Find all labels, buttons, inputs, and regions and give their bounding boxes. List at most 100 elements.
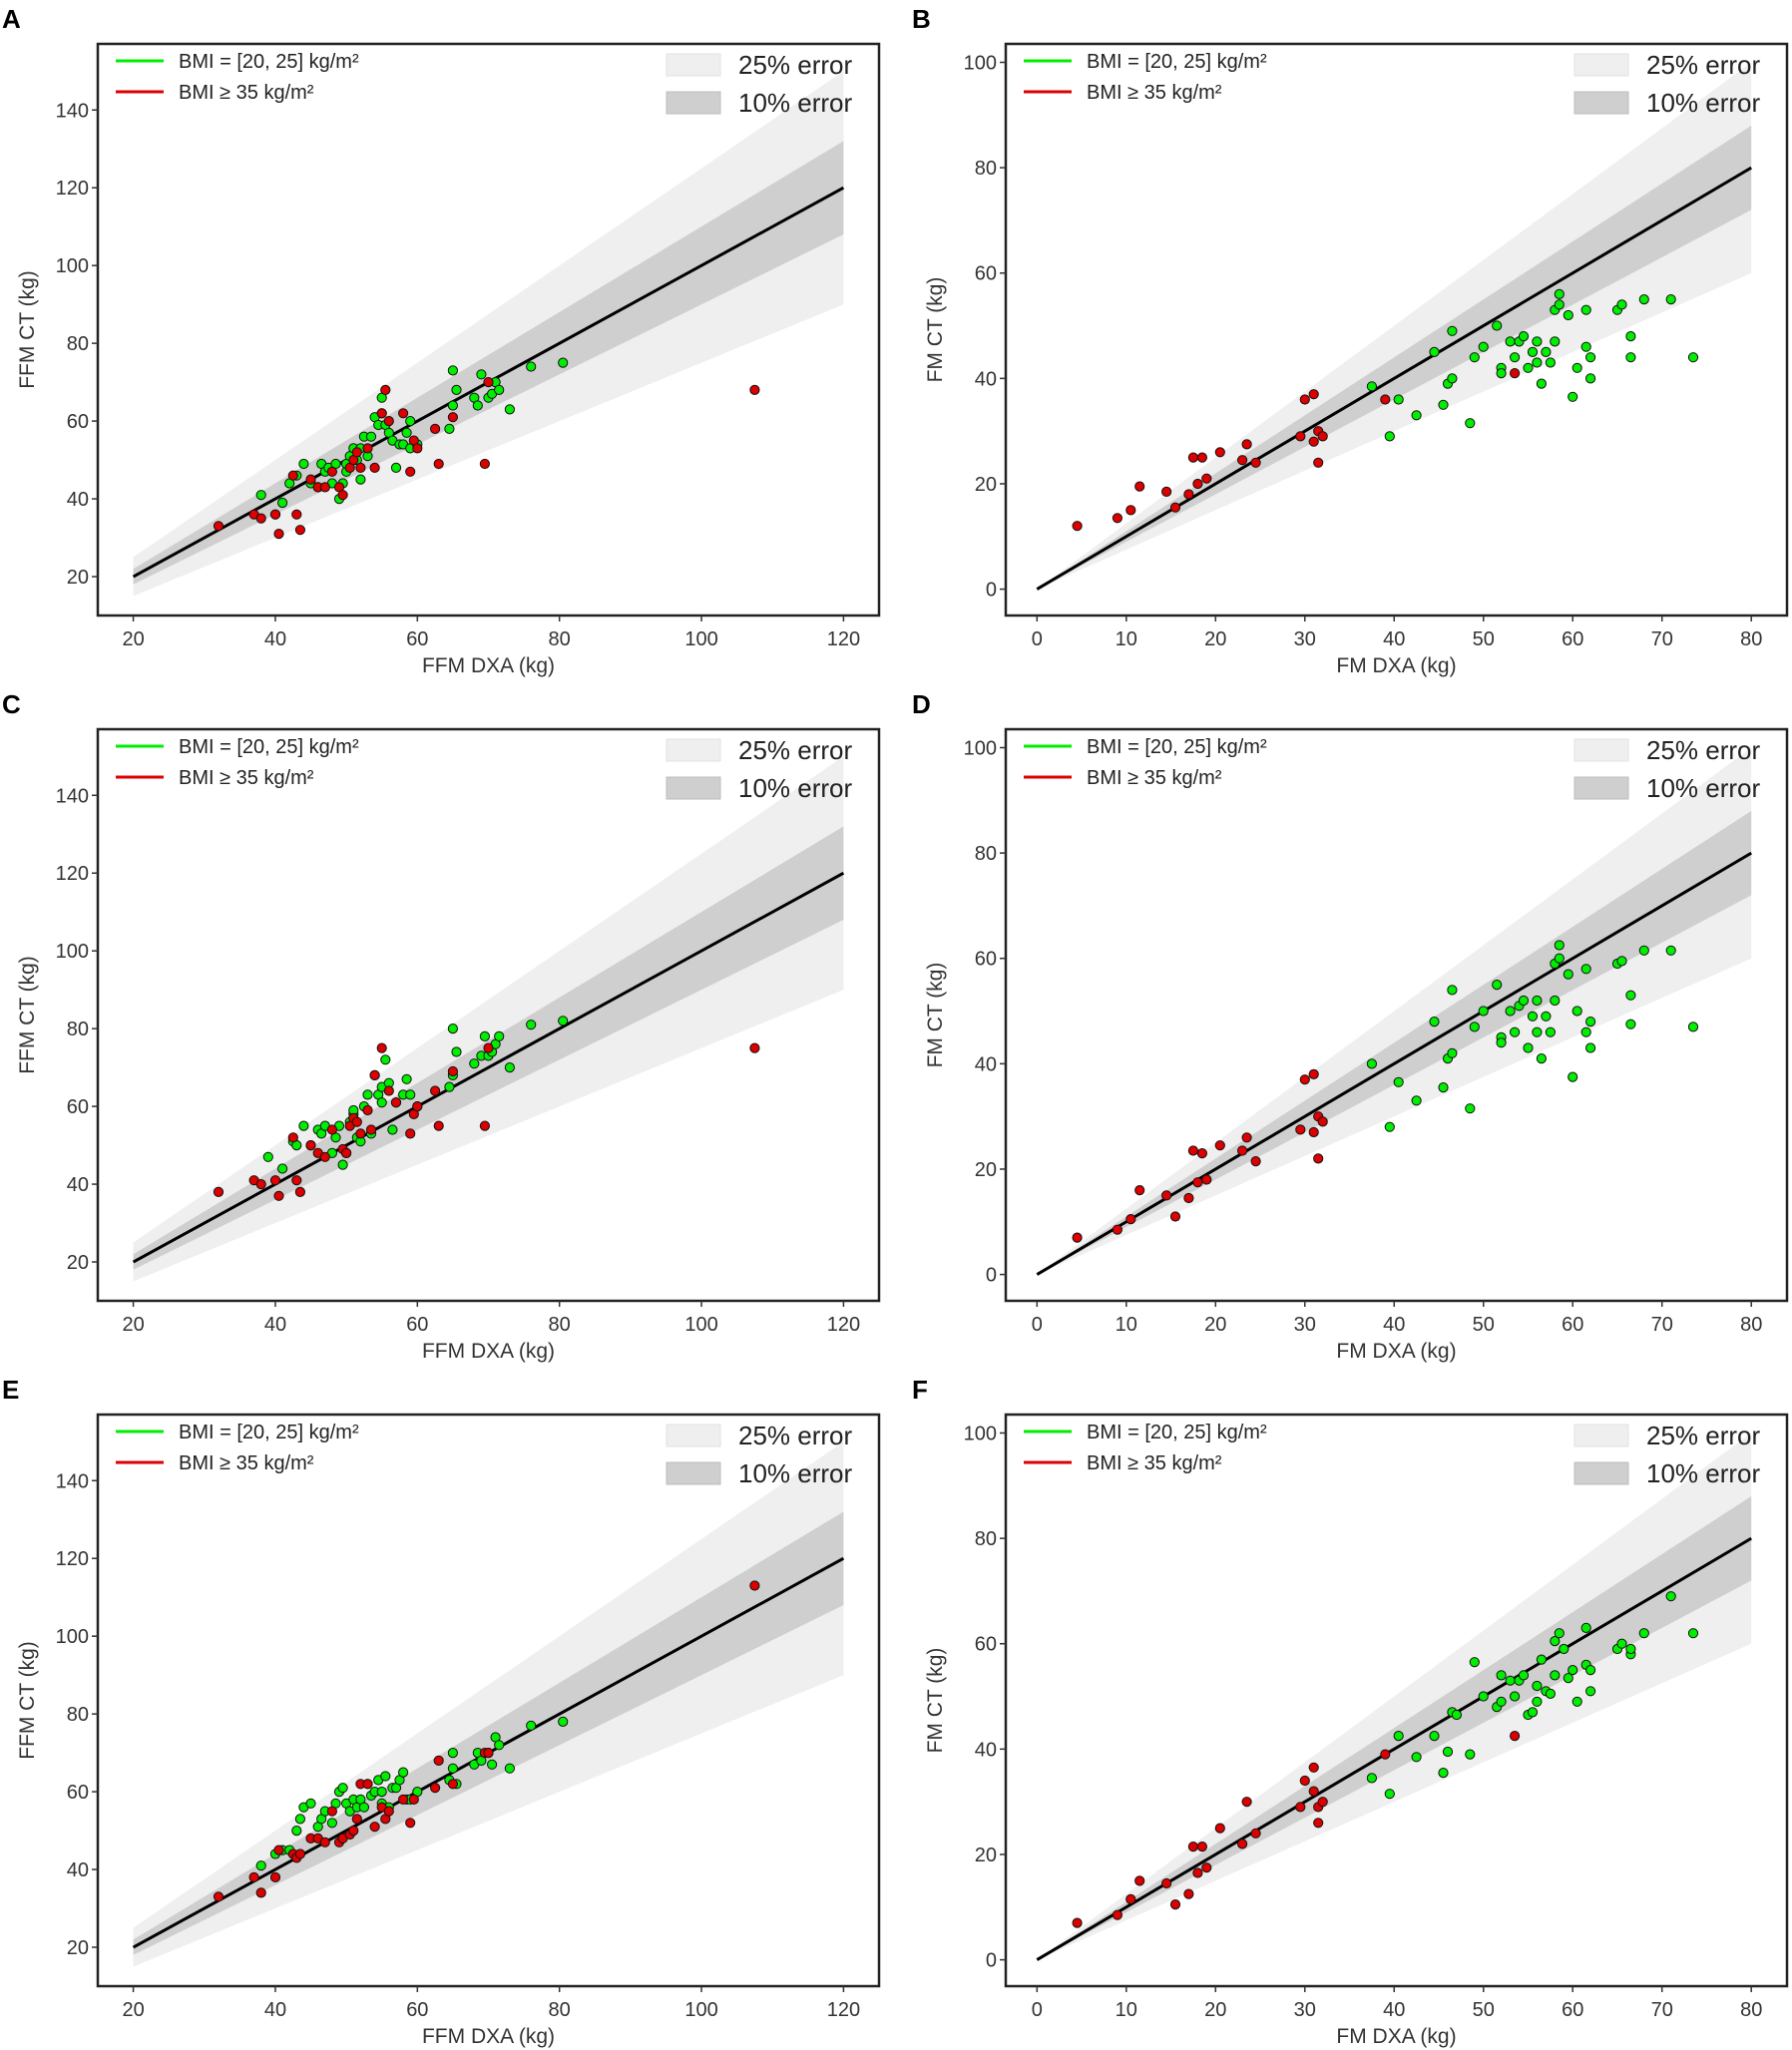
x-tick-label: 0 (1032, 1999, 1043, 2021)
data-point-green (504, 1062, 515, 1073)
data-point-red (255, 1179, 266, 1190)
data-point-red (362, 1104, 373, 1116)
data-point-red (1125, 1214, 1136, 1225)
data-point-red (1112, 1224, 1123, 1235)
data-point-red (433, 458, 444, 470)
data-point-red (483, 377, 494, 388)
data-point-red (319, 1151, 330, 1162)
data-point-green (1554, 288, 1565, 299)
plot-area (1036, 1433, 1752, 1961)
data-point-green (1518, 1670, 1530, 1681)
data-point-green (1638, 1628, 1649, 1639)
x-tick-label: 100 (684, 628, 717, 650)
data-point-green (1366, 381, 1378, 392)
y-axis-label: FM CT (kg) (924, 1648, 947, 1754)
data-point-green (1505, 1006, 1516, 1017)
data-point-red (1072, 1232, 1083, 1243)
data-point-green (1478, 1006, 1489, 1017)
plot-frame (1004, 1413, 1789, 1988)
data-point-red (1183, 1192, 1194, 1204)
data-point-red (405, 1818, 416, 1829)
data-point-red (1510, 1731, 1521, 1742)
data-point-green (504, 404, 515, 415)
x-tick-label: 20 (1204, 628, 1226, 650)
data-point-red (365, 1124, 377, 1135)
data-point-red (287, 470, 298, 481)
legend-band10-label: 10% error (738, 88, 852, 118)
data-point-red (433, 1120, 444, 1131)
data-point-green (1625, 1643, 1636, 1655)
data-point-green (451, 384, 462, 395)
plot-area (132, 1441, 845, 1967)
data-point-green (504, 1763, 515, 1774)
data-point-green (1393, 394, 1404, 405)
data-point-red (1237, 1839, 1248, 1849)
x-tick-label: 60 (406, 628, 428, 650)
data-point-red (1214, 1140, 1225, 1151)
data-point-red (447, 412, 458, 423)
data-point-red (248, 1871, 259, 1883)
data-point-green (1550, 336, 1561, 347)
chart-panel-e: E 20 40 60 80 100 120 20 40 60 80 100 120 140 FFM DXA … (2, 1375, 881, 2048)
y-tick-label: 140 (56, 100, 89, 122)
legend-green-label: BMI = [20, 25] kg/m² (179, 736, 359, 758)
x-tick-label: 10 (1116, 1999, 1137, 2021)
x-tick-label: 80 (1740, 1999, 1762, 2021)
data-point-red (1308, 436, 1319, 447)
data-point-green (380, 1054, 391, 1065)
data-point-green (291, 1826, 302, 1837)
data-point-red (213, 1891, 224, 1902)
data-point-green (1554, 953, 1565, 964)
x-tick-label: 0 (1032, 1314, 1043, 1336)
data-point-green (1550, 1636, 1561, 1647)
data-point-red (351, 1116, 362, 1127)
data-point-green (479, 1030, 490, 1042)
x-tick-label: 50 (1473, 628, 1495, 650)
y-tick-label: 80 (975, 843, 997, 865)
chart-panel-a: A 20 40 60 80 100 120 20 40 60 80 100 120 140 FFM DXA … (2, 4, 881, 677)
data-point-green (1510, 352, 1521, 363)
data-point-red (1072, 521, 1083, 532)
legend: BMI = [20, 25] kg/m² BMI ≥ 35 kg/m² 25% er… (116, 735, 852, 803)
y-tick-label: 60 (975, 949, 997, 971)
data-point-green (405, 416, 416, 427)
data-point-red (376, 1042, 387, 1053)
legend-green-label: BMI = [20, 25] kg/m² (1087, 1422, 1267, 1443)
data-point-green (1478, 341, 1489, 352)
x-axis-label: FFM DXA (kg) (422, 1340, 555, 1363)
data-point-red (1308, 1068, 1319, 1080)
data-point-green (1429, 346, 1440, 357)
data-point-green (1442, 1746, 1454, 1758)
data-point-red (1299, 394, 1310, 405)
data-point-red (1169, 1211, 1181, 1222)
plot-area (132, 756, 845, 1282)
legend-band25-swatch (1573, 1424, 1629, 1447)
data-point-red (287, 1132, 298, 1143)
data-point-green (1571, 1696, 1582, 1707)
y-tick-label: 60 (67, 1782, 89, 1804)
identity-line (1036, 1536, 1752, 1961)
identity-line (1036, 851, 1752, 1276)
x-tick-label: 60 (406, 1999, 428, 2021)
y-tick-label: 120 (56, 863, 89, 885)
data-point-green (1550, 1670, 1561, 1681)
data-point-green (444, 1081, 455, 1092)
data-point-green (387, 1124, 398, 1135)
x-tick-label: 60 (1562, 1314, 1583, 1336)
data-point-red (390, 1097, 402, 1108)
data-point-red (348, 1826, 359, 1837)
data-point-green (1496, 1696, 1507, 1707)
x-axis-label: FM DXA (kg) (1336, 2025, 1456, 2048)
legend-red-label: BMI ≥ 35 kg/m² (179, 767, 314, 789)
data-point-red (355, 462, 366, 473)
data-point-red (1214, 1823, 1225, 1834)
data-point-red (1241, 1797, 1252, 1808)
data-point-green (326, 1818, 337, 1829)
identity-line (1036, 166, 1752, 591)
legend: BMI = [20, 25] kg/m² BMI ≥ 35 kg/m² 25% er… (116, 1421, 852, 1488)
data-point-red (430, 1783, 441, 1794)
legend-band10-label: 10% error (1646, 773, 1760, 803)
data-point-red (430, 1085, 441, 1096)
plot-frame (96, 1413, 881, 1988)
data-point-green (1687, 352, 1699, 363)
